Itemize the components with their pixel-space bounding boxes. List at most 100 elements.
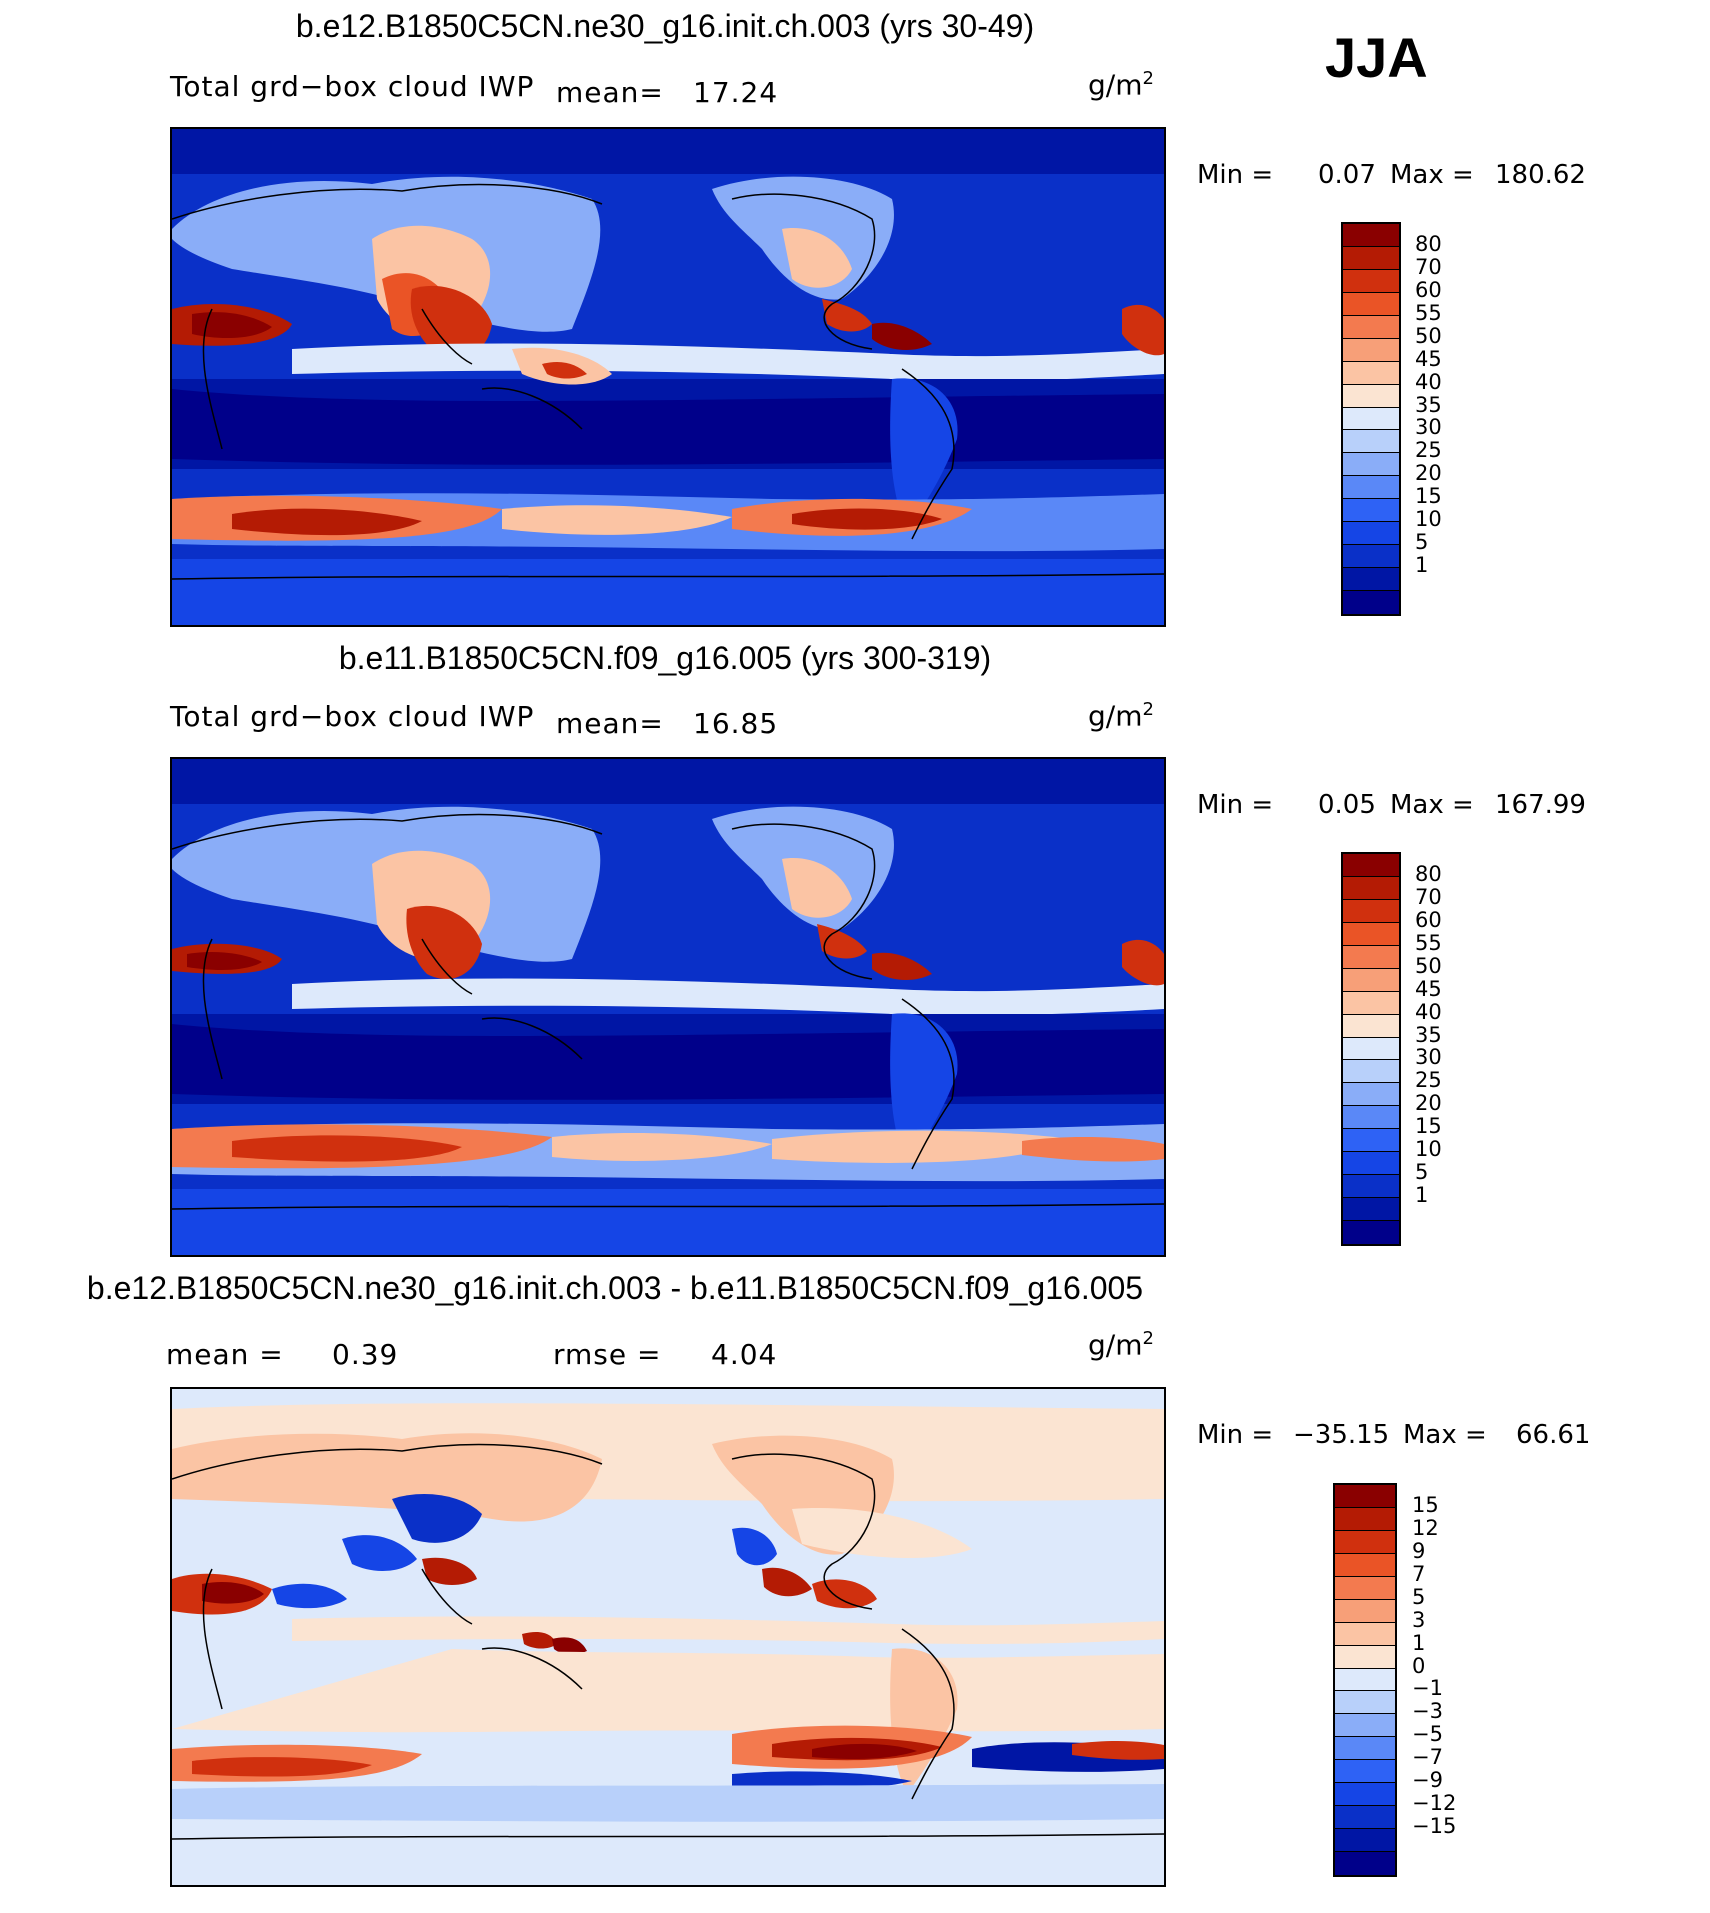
panel-3-rmse-value: 4.04 <box>711 1338 778 1371</box>
colorbar-cell <box>1343 1152 1399 1176</box>
colorbar-cell <box>1343 945 1399 969</box>
colorbar-cell <box>1343 1083 1399 1107</box>
colorbar-tick-label: −5 <box>1412 1722 1443 1747</box>
colorbar-cell <box>1335 1553 1395 1577</box>
colorbar-tick-label: 20 <box>1415 461 1442 486</box>
panel-1-map <box>170 127 1166 627</box>
colorbar-tick-label: −1 <box>1412 1676 1443 1701</box>
colorbar-cell <box>1343 1198 1399 1221</box>
panel-1-min-value: 0.07 <box>1318 160 1376 190</box>
colorbar-cell <box>1343 453 1399 477</box>
colorbar-cell <box>1335 1852 1395 1875</box>
colorbar-tick-label: 3 <box>1412 1607 1426 1632</box>
panel-3-colorbar <box>1333 1483 1397 1877</box>
season-label: JJA <box>1325 26 1428 89</box>
colorbar-tick-label: 10 <box>1415 1137 1442 1162</box>
colorbar-tick-label: 55 <box>1415 930 1442 955</box>
colorbar-tick-label: 40 <box>1415 999 1442 1024</box>
colorbar-cell <box>1343 338 1399 362</box>
colorbar-tick-label: 1 <box>1415 1183 1429 1208</box>
panel-2-min-value: 0.05 <box>1318 790 1376 820</box>
panel-2-title: b.e11.B1850C5CN.f09_g16.005 (yrs 300-319… <box>338 640 992 676</box>
colorbar-cell <box>1343 1106 1399 1130</box>
panel-2-map <box>170 757 1166 1257</box>
colorbar-tick-label: 60 <box>1415 907 1442 932</box>
colorbar-tick-label: 20 <box>1415 1091 1442 1116</box>
colorbar-cell <box>1335 1714 1395 1738</box>
colorbar-tick-label: 5 <box>1412 1584 1426 1609</box>
panel-1-title: b.e12.B1850C5CN.ne30_g16.init.ch.003 (yr… <box>295 8 1035 44</box>
colorbar-tick-label: 70 <box>1415 254 1442 279</box>
panel-3-map <box>170 1387 1166 1887</box>
colorbar-tick-label: 5 <box>1415 1160 1429 1185</box>
colorbar-cell <box>1343 545 1399 569</box>
colorbar-tick-label: 12 <box>1412 1515 1439 1540</box>
colorbar-tick-label: 45 <box>1415 346 1442 371</box>
panel-3-title: b.e12.B1850C5CN.ne30_g16.init.ch.003 - b… <box>86 1270 1144 1306</box>
panel-1-mean-label: mean= <box>556 76 664 109</box>
colorbar-cell <box>1343 1221 1399 1244</box>
colorbar-cell <box>1343 1060 1399 1084</box>
colorbar-cell <box>1335 1760 1395 1784</box>
colorbar-cell <box>1335 1599 1395 1623</box>
colorbar-tick-label: 80 <box>1415 861 1442 886</box>
colorbar-cell <box>1335 1507 1395 1531</box>
colorbar-tick-label: 70 <box>1415 884 1442 909</box>
colorbar-cell <box>1335 1691 1395 1715</box>
panel-3-rmse-label: rmse = <box>553 1338 662 1371</box>
colorbar-cell <box>1343 269 1399 293</box>
colorbar-tick-label: 1 <box>1412 1630 1426 1655</box>
colorbar-cell <box>1343 499 1399 523</box>
colorbar-tick-label: −12 <box>1412 1791 1457 1816</box>
colorbar-cell <box>1343 522 1399 546</box>
colorbar-cell <box>1343 1129 1399 1153</box>
colorbar-tick-label: 15 <box>1415 484 1442 509</box>
colorbar-tick-label: 50 <box>1415 953 1442 978</box>
colorbar-cell <box>1343 315 1399 339</box>
colorbar-cell <box>1343 1014 1399 1038</box>
colorbar-tick-label: 55 <box>1415 300 1442 325</box>
colorbar-cell <box>1335 1645 1395 1669</box>
panel-1-field <box>172 129 1164 625</box>
colorbar-tick-label: 40 <box>1415 369 1442 394</box>
colorbar-cell <box>1335 1783 1395 1807</box>
colorbar-tick-label: −3 <box>1412 1699 1443 1724</box>
colorbar-tick-label: 45 <box>1415 976 1442 1001</box>
panel-3-field <box>172 1389 1164 1885</box>
colorbar-tick-label: 30 <box>1415 415 1442 440</box>
panel-3-min-value: −35.15 <box>1293 1420 1390 1450</box>
panel-3-mean-label: mean = <box>166 1338 284 1371</box>
panel-2-colorbar-labels: 80 70 60 55 50 45 40 35 30 25 20 15 10 5 1 <box>1415 852 1495 1242</box>
panel-3-units: g/m2 <box>1088 1328 1154 1362</box>
colorbar-cell <box>1335 1485 1395 1508</box>
colorbar-cell <box>1343 384 1399 408</box>
panel-3-mean-value: 0.39 <box>332 1338 399 1371</box>
colorbar-tick-label: 25 <box>1415 438 1442 463</box>
colorbar-tick-label: 30 <box>1415 1045 1442 1070</box>
colorbar-cell <box>1335 1622 1395 1646</box>
colorbar-cell <box>1335 1668 1395 1692</box>
panel-1-max-label: Max = <box>1390 160 1474 190</box>
colorbar-tick-label: 80 <box>1415 231 1442 256</box>
colorbar-tick-label: −9 <box>1412 1768 1443 1793</box>
colorbar-tick-label: 15 <box>1412 1492 1439 1517</box>
panel-3-max-label: Max = <box>1403 1420 1487 1450</box>
colorbar-tick-label: 35 <box>1415 1022 1442 1047</box>
panel-1-colorbar <box>1341 222 1401 616</box>
colorbar-cell <box>1343 1175 1399 1199</box>
colorbar-cell <box>1343 591 1399 614</box>
colorbar-cell <box>1343 899 1399 923</box>
colorbar-tick-label: 7 <box>1412 1561 1426 1586</box>
colorbar-tick-label: 15 <box>1415 1114 1442 1139</box>
panel-2-field <box>172 759 1164 1255</box>
colorbar-cell <box>1343 430 1399 454</box>
colorbar-cell <box>1343 292 1399 316</box>
panel-3-max-value: 66.61 <box>1516 1420 1591 1450</box>
panel-3-min-label: Min = <box>1197 1420 1274 1450</box>
colorbar-tick-label: −7 <box>1412 1745 1443 1770</box>
panel-1-units: g/m2 <box>1088 68 1154 102</box>
colorbar-cell <box>1343 224 1399 247</box>
panel-2-mean-label: mean= <box>556 707 664 740</box>
colorbar-cell <box>1343 854 1399 877</box>
panel-2-mean-value: 16.85 <box>693 707 779 740</box>
